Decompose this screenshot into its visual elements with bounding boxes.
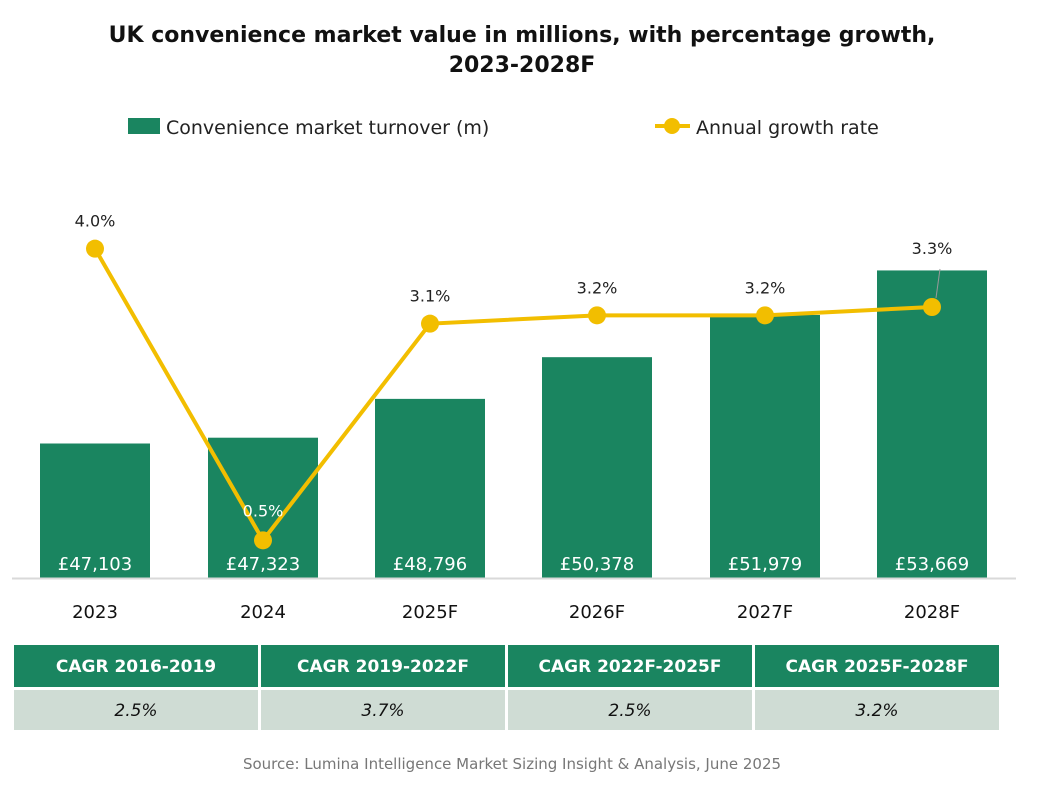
- table-header-label: CAGR 2022F-2025F: [539, 657, 722, 677]
- bar-2025F: [375, 398, 485, 578]
- legend-label-line: Annual growth rate: [696, 117, 879, 139]
- legend-label-bar: Convenience market turnover (m): [166, 117, 489, 139]
- legend-swatch-bar: [128, 118, 160, 134]
- table-header-label: CAGR 2025F-2028F: [786, 657, 969, 677]
- table-header-cell: [508, 645, 752, 687]
- table-header-label: CAGR 2016-2019: [56, 657, 216, 677]
- x-tick-label: 2024: [240, 602, 286, 623]
- bar-label: £51,979: [728, 554, 802, 575]
- x-tick-label: 2023: [72, 602, 118, 623]
- growth-label: 3.2%: [577, 278, 618, 297]
- bar-2028F: [877, 270, 987, 578]
- bar-2023: [40, 443, 150, 578]
- table-value: 3.2%: [855, 701, 898, 721]
- chart-title-line1: UK convenience market value in millions,…: [109, 23, 936, 48]
- table-value-cell: [261, 690, 505, 730]
- growth-point-2023: [86, 239, 104, 258]
- bar-2027F: [710, 314, 820, 578]
- x-tick-label: 2026F: [569, 602, 625, 623]
- growth-line: [93, 247, 933, 544]
- source-note: Source: Lumina Intelligence Market Sizin…: [243, 755, 781, 773]
- growth-label: 0.5%: [243, 501, 284, 520]
- x-tick-label: 2027F: [737, 602, 793, 623]
- growth-point-2026F: [588, 306, 606, 325]
- growth-label: 3.2%: [745, 278, 786, 297]
- chart-title-line2: 2023-2028F: [449, 53, 596, 78]
- cagr-table: CAGR 2016-2019 2.5% CAGR 2019-2022F 3.7% CAG…: [14, 645, 999, 730]
- table-value: 3.7%: [361, 701, 404, 721]
- bar-label: £48,796: [393, 554, 467, 575]
- bar-2024: [208, 437, 318, 578]
- bar-label: £47,103: [58, 554, 132, 575]
- legend: Convenience market turnover (m) Annual g…: [128, 117, 879, 139]
- table-value-cell: [755, 690, 999, 730]
- growth-label: 3.1%: [410, 287, 451, 306]
- bar-2026F: [542, 357, 652, 578]
- growth-label-leader: [935, 268, 941, 299]
- bar-label: £53,669: [895, 554, 969, 575]
- growth-label: 3.3%: [912, 239, 953, 258]
- legend-marker-line: [664, 118, 680, 134]
- table-value: 2.5%: [114, 701, 157, 721]
- table-value-cell: [508, 690, 752, 730]
- table-header-cell: [755, 645, 999, 687]
- bar-label: £47,323: [226, 554, 300, 575]
- growth-point-2028F: [923, 298, 941, 316]
- x-tick-label: 2028F: [904, 602, 960, 623]
- bar-label: £50,378: [560, 554, 634, 575]
- growth-label: 4.0%: [75, 212, 116, 231]
- x-tick-label: 2025F: [402, 602, 458, 623]
- table-header-cell: [14, 645, 258, 687]
- table-header-cell: [261, 645, 505, 687]
- growth-point-2024: [254, 531, 272, 550]
- growth-point-2027F: [756, 306, 774, 325]
- table-header-label: CAGR 2019-2022F: [297, 657, 469, 677]
- growth-point-2025F: [421, 314, 439, 333]
- table-value-cell: [14, 690, 258, 730]
- table-value: 2.5%: [608, 701, 651, 721]
